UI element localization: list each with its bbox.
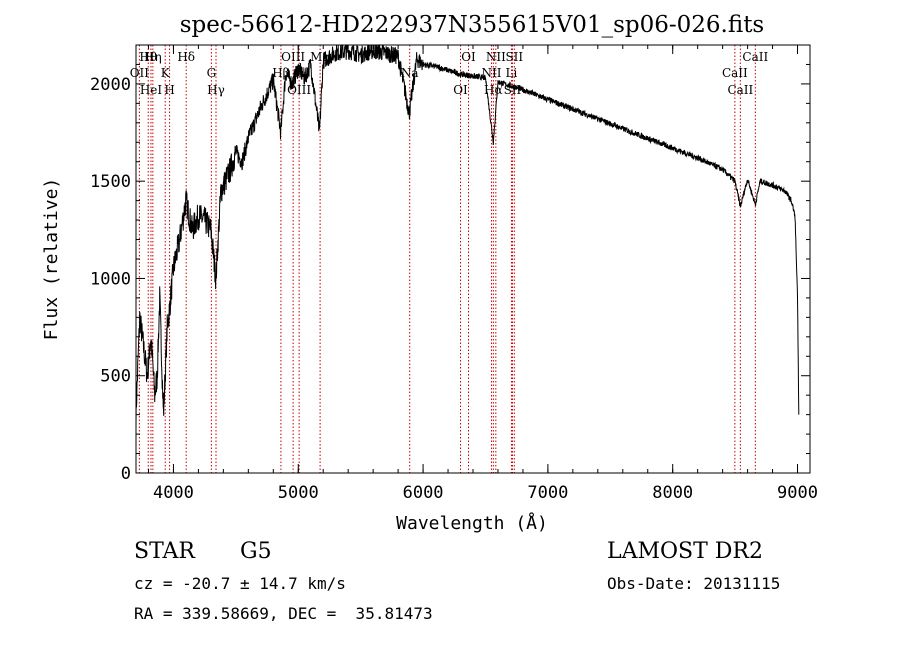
y-tick-label: 500: [100, 367, 131, 387]
spectral-line-label: OIII: [287, 83, 311, 97]
spectral-line-label: CaII: [727, 83, 753, 97]
redshift-label: cz = -20.7 ± 14.7 km/s: [134, 574, 346, 593]
spectral-line-label: H: [164, 83, 174, 97]
spectrum-series-line: [135, 43, 800, 429]
spectral-line-label: OI: [461, 50, 476, 64]
spectral-line-label: NII: [481, 66, 501, 80]
spectral-line-label: HeI: [140, 83, 163, 97]
x-tick-label: 8000: [652, 483, 693, 503]
survey-label: LAMOST DR2: [607, 539, 763, 564]
y-tick-label: 0: [121, 464, 131, 484]
x-tick-label: 6000: [403, 483, 444, 503]
y-tick-label: 2000: [90, 75, 131, 95]
spectral-line-label: Li: [506, 66, 518, 80]
coordinates-label: RA = 339.58669, DEC = 35.81473: [134, 604, 433, 623]
x-tick-label: 7000: [527, 483, 568, 503]
spectral-line-label: Hη: [144, 50, 162, 64]
spectral-line-label: CaII: [742, 50, 768, 64]
y-tick-label: 1500: [90, 172, 131, 192]
chart-title: spec-56612-HD222937N355615V01_sp06-026.f…: [180, 12, 765, 38]
subclass-label: G5: [240, 539, 272, 564]
spectral-line-label: SII: [505, 50, 523, 64]
spectral-line-label: OI: [453, 83, 468, 97]
spectral-line-label: OII: [130, 66, 150, 80]
x-axis-label: Wavelength (Å): [396, 512, 548, 534]
class-label: STAR: [134, 539, 195, 564]
x-tick-label: 9000: [777, 483, 818, 503]
spectral-line-label: Hθ: [139, 50, 157, 64]
x-tick-label: 5000: [278, 483, 319, 503]
spectral-line-label: Hγ: [207, 83, 225, 97]
spectral-line-markers: [138, 45, 756, 473]
spectral-line-label: G: [207, 66, 217, 80]
x-tick-label: 4000: [153, 483, 194, 503]
spectral-line-label: NII: [486, 50, 506, 64]
plot-frame: [135, 44, 811, 474]
spectral-line-label: Hδ: [177, 50, 195, 64]
spectral-line-labels: HθOIIHeIHηKHHδGHγOIIIHβOIIIMgNaOIOINIIHα…: [130, 50, 769, 97]
axis-ticks: 4000 5000 6000 7000 8000 9000 0 500 1000 1500 2000: [90, 45, 818, 503]
y-axis-label: Flux (relative): [41, 178, 62, 341]
y-tick-label: 1000: [90, 269, 131, 289]
spectral-line-label: OIII: [281, 50, 305, 64]
spectrum-chart: spec-56612-HD222937N355615V01_sp06-026.f…: [41, 12, 818, 534]
spectral-line-label: K: [161, 66, 171, 80]
obs-date-label: Obs-Date: 20131115: [607, 574, 781, 593]
spectral-line-label: CaII: [722, 66, 748, 80]
